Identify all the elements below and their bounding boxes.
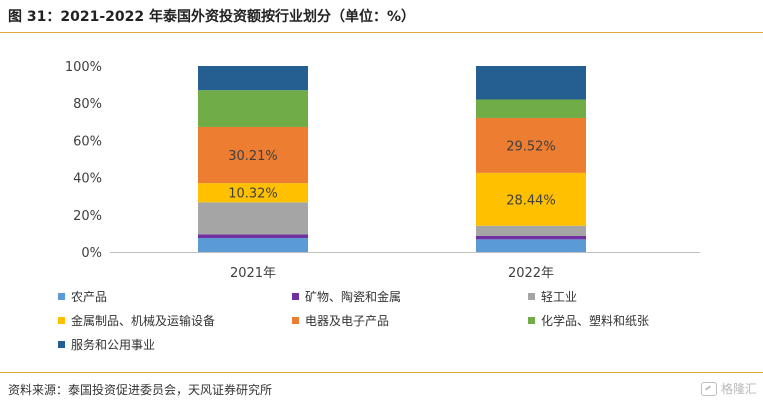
bar-segment xyxy=(476,66,586,100)
y-tick-label: 0% xyxy=(81,246,102,261)
legend-label: 农产品 xyxy=(71,290,108,304)
bar-segment xyxy=(476,99,586,118)
bar-segment xyxy=(198,234,308,239)
legend-item: 矿物、陶瓷和金属 xyxy=(292,288,401,305)
bar-segment xyxy=(198,202,308,235)
legend-label: 服务和公用事业 xyxy=(71,338,156,352)
bar-segment xyxy=(198,238,308,252)
legend-item: 金属制品、机械及运输设备 xyxy=(58,312,215,329)
legend-swatch xyxy=(58,341,65,348)
legend-item: 服务和公用事业 xyxy=(58,336,155,353)
legend-swatch xyxy=(58,317,65,324)
legend-item: 农产品 xyxy=(58,288,107,305)
legend-label: 电器及电子产品 xyxy=(305,314,390,328)
y-tick-label: 40% xyxy=(73,172,102,187)
watermark-text: 格隆汇 xyxy=(720,382,757,396)
data-label: 28.44% xyxy=(506,193,556,208)
legend-swatch xyxy=(58,293,65,300)
y-tick-label: 20% xyxy=(73,209,102,224)
watermark: 格隆汇 xyxy=(700,380,757,397)
bar-segment xyxy=(476,239,586,252)
bar-segment xyxy=(198,183,308,203)
chart-legend: 农产品 矿物、陶瓷和金属 轻工业金属制品、机械及运输设备 电器及电子产品 化学品、塑料和… xyxy=(58,288,738,368)
legend-label: 金属制品、机械及运输设备 xyxy=(71,314,216,328)
watermark-logo-icon xyxy=(700,381,717,396)
data-label: 29.52% xyxy=(506,139,556,154)
top-divider xyxy=(0,32,763,33)
bar-segment xyxy=(476,225,586,237)
figure-title: 图 31：2021-2022 年泰国外资投资额按行业划分（单位：%） xyxy=(8,9,415,25)
legend-item: 电器及电子产品 xyxy=(292,312,389,329)
legend-swatch xyxy=(528,293,535,300)
y-tick-label: 80% xyxy=(73,97,102,112)
legend-swatch xyxy=(292,293,299,300)
source-note: 资料来源：泰国投资促进委员会，天风证券研究所 xyxy=(8,383,273,397)
legend-item: 轻工业 xyxy=(528,288,577,305)
y-tick-label: 60% xyxy=(73,134,102,149)
legend-swatch xyxy=(292,317,299,324)
legend-label: 化学品、塑料和纸张 xyxy=(541,314,650,328)
x-tick-label: 2021年 xyxy=(230,266,276,281)
data-label: 30.21% xyxy=(228,149,278,164)
stacked-bar-chart: 0% 20% 40% 60% 80% 100% 10.32% 30.21% 2021年 28.44… xyxy=(65,60,700,281)
bar-segment xyxy=(198,66,308,91)
legend-label: 矿物、陶瓷和金属 xyxy=(305,290,402,304)
legend-label: 轻工业 xyxy=(541,290,578,304)
bar-segment xyxy=(476,236,586,240)
legend-item: 化学品、塑料和纸张 xyxy=(528,312,649,329)
bar-segment xyxy=(198,90,308,127)
x-tick-label: 2022年 xyxy=(508,266,554,281)
bar-segment xyxy=(476,117,586,173)
bar-segment xyxy=(198,126,308,184)
data-label: 10.32% xyxy=(228,187,278,202)
legend-swatch xyxy=(528,317,535,324)
bar-segment xyxy=(476,172,586,226)
y-tick-label: 100% xyxy=(65,60,102,75)
bottom-divider xyxy=(0,372,763,373)
